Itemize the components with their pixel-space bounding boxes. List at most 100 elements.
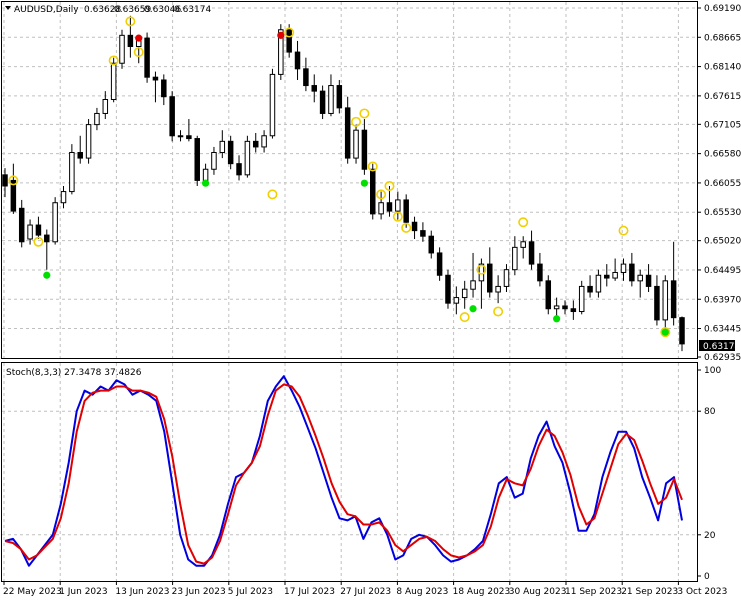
price-tick-label: 0.65020 — [704, 237, 741, 247]
candle-bullish — [27, 224, 33, 240]
candle-bullish — [512, 246, 518, 271]
candle-bearish — [152, 76, 159, 81]
candle-bullish — [261, 135, 267, 148]
candle-bearish — [77, 152, 83, 159]
stoch-axis: 100 80 20 0 — [697, 366, 721, 582]
time-tick-label: 23 Jun 2023 — [172, 587, 226, 597]
signal-circle-marker — [384, 180, 395, 191]
candle-bearish — [545, 280, 552, 310]
time-tick-label: 21 Sep 2023 — [621, 587, 678, 597]
candle-bullish — [211, 152, 217, 170]
signal-circle-marker — [125, 16, 136, 27]
candle-bearish — [161, 79, 167, 98]
stochastic-lines — [4, 375, 683, 567]
candle-bullish — [478, 263, 485, 282]
candle-bearish — [144, 37, 150, 78]
price-tick-label: 0.63970 — [704, 295, 741, 305]
signal-circle-marker — [8, 175, 19, 186]
signal-circle-marker — [660, 327, 671, 338]
price-tick-label: 0.68140 — [704, 63, 741, 73]
candle-bearish — [670, 280, 677, 319]
price-tick-label: 0.65530 — [704, 208, 741, 218]
candle-bullish — [219, 140, 226, 154]
indicator-frame — [1, 362, 698, 582]
candle-bullish — [378, 202, 384, 215]
candle-bearish — [528, 241, 535, 265]
signal-circle-marker — [476, 264, 487, 275]
candle-bullish — [353, 129, 359, 159]
candle-bearish — [344, 107, 351, 159]
current-price-box — [699, 340, 735, 351]
ohlc-close: 0.63174 — [174, 5, 211, 15]
time-tick-label: 5 Jul 2023 — [228, 587, 273, 597]
time-tick-label: 22 May 2023 — [3, 587, 62, 597]
candle-bullish — [553, 305, 560, 310]
signal-circle-marker — [392, 211, 403, 222]
buy-signal-dot — [553, 315, 561, 323]
candle-bearish — [127, 34, 134, 47]
candle-bullish — [461, 288, 468, 299]
price-tick-label: 0.66580 — [704, 150, 741, 160]
candle-bullish — [69, 152, 75, 193]
price-tick-label: 0.63445 — [704, 325, 741, 335]
candle-bearish — [186, 135, 192, 140]
candle-bullish — [177, 135, 184, 138]
signal-circle-marker — [33, 236, 44, 247]
candle-bullish — [495, 285, 501, 293]
signal-circle-marker — [108, 55, 119, 66]
candle-bearish — [604, 274, 610, 279]
candle-bearish — [386, 202, 393, 212]
signal-circle-marker — [133, 47, 144, 58]
candle-bullish — [278, 29, 284, 75]
candle-bearish — [587, 285, 593, 293]
time-tick-label: 8 Aug 2023 — [396, 587, 448, 597]
candle-bearish — [645, 274, 652, 287]
stoch-main-line — [4, 375, 683, 567]
candle-bearish — [2, 174, 8, 187]
candle-bullish — [520, 241, 526, 248]
price-tick-label: 0.68665 — [704, 33, 741, 43]
candle-bearish — [336, 85, 343, 109]
candle-bearish — [227, 140, 234, 165]
candle-bullish — [503, 269, 510, 287]
candle-bullish — [60, 191, 67, 204]
stoch-grid — [2, 363, 697, 581]
candle-bullish — [119, 34, 125, 64]
ohlc-high: 0.63659 — [114, 5, 151, 15]
price-tick-label: 0.67615 — [704, 92, 741, 102]
candle-bearish — [436, 252, 443, 276]
candle-bullish — [470, 280, 476, 290]
candle-bearish — [562, 305, 568, 310]
candlesticks — [2, 15, 685, 352]
stoch-tick-label: 80 — [704, 407, 716, 417]
buy-signal-dot — [43, 271, 51, 279]
candle-bearish — [570, 308, 577, 313]
ohlc-open: 0.63628 — [84, 5, 121, 15]
candle-bearish — [35, 224, 42, 236]
candle-bullish — [269, 73, 276, 137]
price-tick-label: 0.67105 — [704, 120, 741, 130]
candle-bearish — [403, 199, 409, 223]
stoch-tick-label: 20 — [704, 531, 716, 541]
time-tick-label: 27 Jul 2023 — [340, 587, 391, 597]
collapse-triangle-icon[interactable] — [5, 6, 11, 10]
candle-bearish — [629, 263, 635, 282]
candle-bearish — [420, 230, 426, 237]
signal-circle-marker — [618, 225, 629, 236]
signal-markers — [8, 16, 671, 338]
candle-bullish — [52, 202, 58, 243]
candle-bullish — [662, 280, 669, 321]
candle-bearish — [10, 179, 17, 212]
candle-bearish — [361, 129, 368, 170]
time-tick-label: 13 Jun 2023 — [115, 587, 169, 597]
candle-bullish — [110, 62, 117, 101]
candle-bullish — [395, 199, 401, 212]
buy-signal-dot — [201, 179, 210, 187]
candle-bearish — [303, 68, 309, 87]
time-tick-label: 1 Jun 2023 — [59, 587, 107, 597]
candle-bearish — [487, 263, 493, 293]
sell-signal-dot — [135, 34, 143, 42]
